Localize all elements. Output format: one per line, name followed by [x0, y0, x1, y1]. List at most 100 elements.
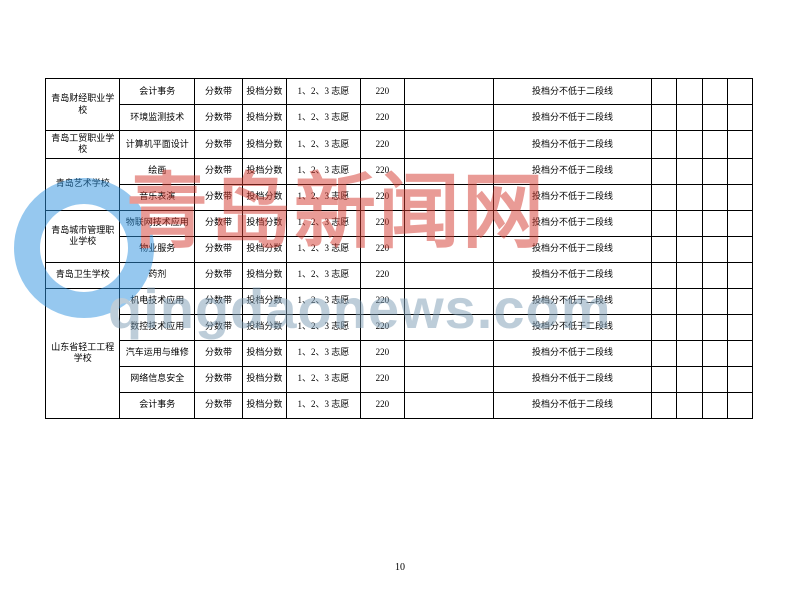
admit-score-cell: 投档分数 [243, 131, 287, 159]
tail-cell [727, 314, 752, 340]
admit-score-cell: 投档分数 [243, 184, 287, 210]
tail-cell [702, 392, 727, 418]
value-cell: 220 [361, 105, 405, 131]
empty-cell [404, 288, 493, 314]
tail-cell [677, 236, 702, 262]
preference-cell: 1、2、3 志愿 [286, 366, 360, 392]
tail-cell [702, 210, 727, 236]
preference-cell: 1、2、3 志愿 [286, 262, 360, 288]
table-row: 青岛财经职业学校会计事务分数带投档分数1、2、3 志愿220投档分不低于二段线 [46, 79, 753, 105]
table-row: 会计事务分数带投档分数1、2、3 志愿220投档分不低于二段线 [46, 392, 753, 418]
tail-cell [727, 184, 752, 210]
value-cell: 220 [361, 392, 405, 418]
preference-cell: 1、2、3 志愿 [286, 288, 360, 314]
value-cell: 220 [361, 210, 405, 236]
tail-cell [702, 184, 727, 210]
empty-cell [404, 210, 493, 236]
tail-cell [727, 288, 752, 314]
score-band-cell: 分数带 [194, 366, 242, 392]
score-band-cell: 分数带 [194, 105, 242, 131]
value-cell: 220 [361, 79, 405, 105]
admit-score-cell: 投档分数 [243, 366, 287, 392]
note-cell: 投档分不低于二段线 [493, 184, 651, 210]
empty-cell [404, 392, 493, 418]
empty-cell [404, 314, 493, 340]
table-row: 音乐表演分数带投档分数1、2、3 志愿220投档分不低于二段线 [46, 184, 753, 210]
empty-cell [404, 131, 493, 159]
note-cell: 投档分不低于二段线 [493, 314, 651, 340]
value-cell: 220 [361, 158, 405, 184]
tail-cell [727, 392, 752, 418]
tail-cell [677, 210, 702, 236]
tail-cell [652, 288, 677, 314]
tail-cell [702, 131, 727, 159]
score-band-cell: 分数带 [194, 158, 242, 184]
tail-cell [702, 340, 727, 366]
tail-cell [702, 79, 727, 105]
preference-cell: 1、2、3 志愿 [286, 184, 360, 210]
empty-cell [404, 105, 493, 131]
tail-cell [677, 340, 702, 366]
empty-cell [404, 184, 493, 210]
admissions-table: 青岛财经职业学校会计事务分数带投档分数1、2、3 志愿220投档分不低于二段线环… [45, 78, 753, 419]
table-row: 网络信息安全分数带投档分数1、2、3 志愿220投档分不低于二段线 [46, 366, 753, 392]
value-cell: 220 [361, 262, 405, 288]
admit-score-cell: 投档分数 [243, 236, 287, 262]
major-cell: 物联网技术应用 [120, 210, 194, 236]
tail-cell [727, 340, 752, 366]
tail-cell [727, 262, 752, 288]
score-band-cell: 分数带 [194, 288, 242, 314]
table-row: 山东省轻工工程学校机电技术应用分数带投档分数1、2、3 志愿220投档分不低于二… [46, 288, 753, 314]
preference-cell: 1、2、3 志愿 [286, 105, 360, 131]
major-cell: 会计事务 [120, 79, 194, 105]
school-cell: 青岛工贸职业学校 [46, 131, 120, 159]
admit-score-cell: 投档分数 [243, 210, 287, 236]
admit-score-cell: 投档分数 [243, 105, 287, 131]
tail-cell [677, 184, 702, 210]
major-cell: 物业服务 [120, 236, 194, 262]
note-cell: 投档分不低于二段线 [493, 288, 651, 314]
score-band-cell: 分数带 [194, 236, 242, 262]
school-cell: 青岛卫生学校 [46, 262, 120, 288]
tail-cell [702, 262, 727, 288]
note-cell: 投档分不低于二段线 [493, 210, 651, 236]
tail-cell [727, 158, 752, 184]
tail-cell [652, 236, 677, 262]
tail-cell [702, 236, 727, 262]
tail-cell [727, 79, 752, 105]
admit-score-cell: 投档分数 [243, 340, 287, 366]
tail-cell [652, 392, 677, 418]
admit-score-cell: 投档分数 [243, 288, 287, 314]
table-row: 青岛艺术学校绘画分数带投档分数1、2、3 志愿220投档分不低于二段线 [46, 158, 753, 184]
preference-cell: 1、2、3 志愿 [286, 314, 360, 340]
tail-cell [652, 210, 677, 236]
table-row: 物业服务分数带投档分数1、2、3 志愿220投档分不低于二段线 [46, 236, 753, 262]
admit-score-cell: 投档分数 [243, 158, 287, 184]
score-band-cell: 分数带 [194, 314, 242, 340]
tail-cell [702, 366, 727, 392]
preference-cell: 1、2、3 志愿 [286, 131, 360, 159]
admit-score-cell: 投档分数 [243, 262, 287, 288]
major-cell: 数控技术应用 [120, 314, 194, 340]
tail-cell [652, 131, 677, 159]
score-band-cell: 分数带 [194, 392, 242, 418]
major-cell: 药剂 [120, 262, 194, 288]
tail-cell [652, 340, 677, 366]
value-cell: 220 [361, 288, 405, 314]
preference-cell: 1、2、3 志愿 [286, 210, 360, 236]
value-cell: 220 [361, 314, 405, 340]
tail-cell [677, 79, 702, 105]
page-number: 10 [0, 562, 800, 573]
table-row: 青岛工贸职业学校计算机平面设计分数带投档分数1、2、3 志愿220投档分不低于二… [46, 131, 753, 159]
table-row: 青岛城市管理职业学校物联网技术应用分数带投档分数1、2、3 志愿220投档分不低… [46, 210, 753, 236]
preference-cell: 1、2、3 志愿 [286, 79, 360, 105]
note-cell: 投档分不低于二段线 [493, 392, 651, 418]
table-row: 数控技术应用分数带投档分数1、2、3 志愿220投档分不低于二段线 [46, 314, 753, 340]
major-cell: 计算机平面设计 [120, 131, 194, 159]
value-cell: 220 [361, 131, 405, 159]
tail-cell [677, 314, 702, 340]
major-cell: 会计事务 [120, 392, 194, 418]
admit-score-cell: 投档分数 [243, 79, 287, 105]
score-band-cell: 分数带 [194, 262, 242, 288]
note-cell: 投档分不低于二段线 [493, 131, 651, 159]
